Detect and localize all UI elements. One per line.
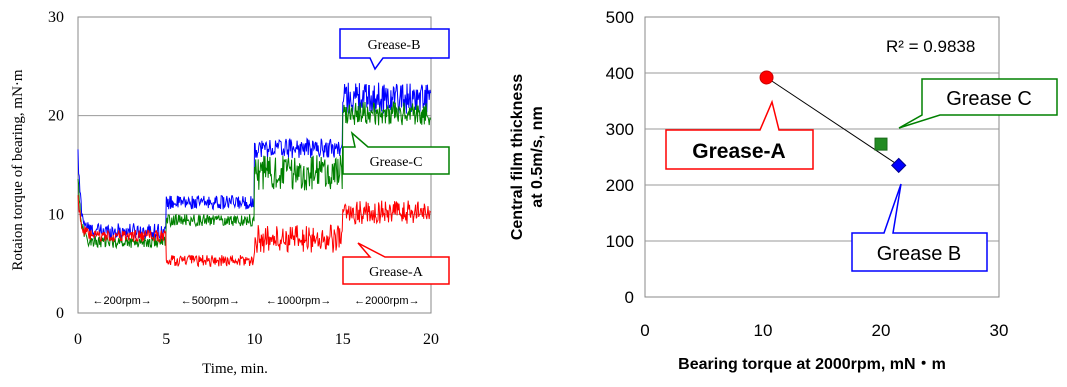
callout-grease-b: Grease-B — [339, 28, 450, 71]
series-lines — [77, 82, 431, 268]
x-tick-label: 0 — [74, 331, 82, 348]
series-line-grease-c — [77, 100, 431, 250]
x-tick-labels: 0 10 20 30 — [640, 321, 1008, 340]
data-point-grease-b — [890, 157, 907, 174]
torque-time-chart: 0 10 20 30 0 5 10 15 20 ←200rpm→ ←500rpm→ ←1000rp… — [0, 0, 480, 382]
x-tick-label: 10 — [754, 321, 773, 340]
film-thickness-scatter-svg: 0 100 200 300 400 500 0 10 20 30 R² = 0.9838 Gre… — [509, 8, 1058, 373]
r-squared-label: R² = 0.9838 — [886, 37, 975, 56]
trendline — [766, 77, 899, 166]
y-tick-label: 500 — [606, 8, 634, 27]
speed-band-label: ←1000rpm→ — [266, 295, 331, 307]
callout-box — [665, 99, 814, 170]
x-tick-labels: 0 5 10 15 20 — [74, 331, 439, 348]
speed-band-label: ←500rpm→ — [181, 295, 240, 307]
callout-label: Grease-A — [692, 140, 785, 163]
callout-grease-c: Grease C — [898, 78, 1058, 129]
x-tick-label: 5 — [162, 331, 170, 348]
speed-band-label: ←2000rpm→ — [354, 295, 419, 307]
y-tick-label: 20 — [48, 108, 64, 125]
y-tick-label: 10 — [48, 206, 64, 223]
speed-band-label: ←200rpm→ — [92, 295, 151, 307]
x-axis-label: Time, min. — [202, 361, 268, 377]
callout-box — [342, 242, 450, 285]
callout-label: Grease C — [946, 88, 1032, 110]
x-tick-label: 10 — [247, 331, 263, 348]
y-tick-label: 100 — [606, 232, 634, 251]
y-tick-label: 200 — [606, 176, 634, 195]
y-axis-label: Rotaion torque of bearing, mN·m — [10, 69, 26, 271]
speed-bands: ←200rpm→ ←500rpm→ ←1000rpm→ ←2000rpm→ — [92, 295, 419, 307]
x-tick-label: 15 — [335, 331, 351, 348]
callout-label: Grease-B — [368, 38, 421, 53]
x-tick-label: 20 — [872, 321, 891, 340]
x-tick-label: 20 — [423, 331, 439, 348]
y-axis-label-line2: at 0.5m/s, nm — [529, 106, 546, 207]
callout-label: Grease-C — [370, 155, 423, 170]
series-line-grease-a — [77, 195, 431, 268]
data-point-grease-c — [874, 137, 888, 151]
x-axis-label: Bearing torque at 2000rpm, mN・m — [678, 356, 946, 373]
film-thickness-scatter: 0 100 200 300 400 500 0 10 20 30 R² = 0.9838 Gre… — [490, 0, 1067, 382]
x-tick-label: 0 — [640, 321, 649, 340]
callout-grease-b: Grease B — [851, 183, 988, 272]
y-tick-label: 0 — [56, 305, 64, 322]
callout-grease-a: Grease-A — [342, 242, 450, 285]
data-points — [759, 70, 907, 174]
y-tick-labels: 0 10 20 30 — [48, 9, 64, 322]
y-tick-labels: 0 100 200 300 400 500 — [606, 8, 634, 307]
x-tick-label: 30 — [990, 321, 1009, 340]
callout-label: Grease B — [877, 243, 961, 265]
callout-grease-c: Grease-C — [342, 130, 450, 175]
y-axis-label-line1: Central film thickness — [509, 74, 526, 240]
callout-grease-a: Grease-A — [665, 99, 814, 170]
callout-box — [342, 130, 450, 175]
y-axis-label: Central film thickness at 0.5m/s, nm — [509, 74, 546, 240]
data-point-grease-a — [759, 70, 774, 85]
y-tick-label: 300 — [606, 120, 634, 139]
y-tick-label: 400 — [606, 64, 634, 83]
y-tick-label: 0 — [625, 288, 634, 307]
callout-label: Grease-A — [369, 265, 424, 280]
torque-time-chart-svg: 0 10 20 30 0 5 10 15 20 ←200rpm→ ←500rpm→ ←1000rp… — [10, 9, 450, 377]
callout-box — [851, 183, 988, 272]
callout-box — [898, 78, 1058, 129]
trendline-segment — [766, 77, 899, 166]
callout-box — [339, 28, 450, 71]
y-tick-label: 30 — [48, 9, 64, 26]
